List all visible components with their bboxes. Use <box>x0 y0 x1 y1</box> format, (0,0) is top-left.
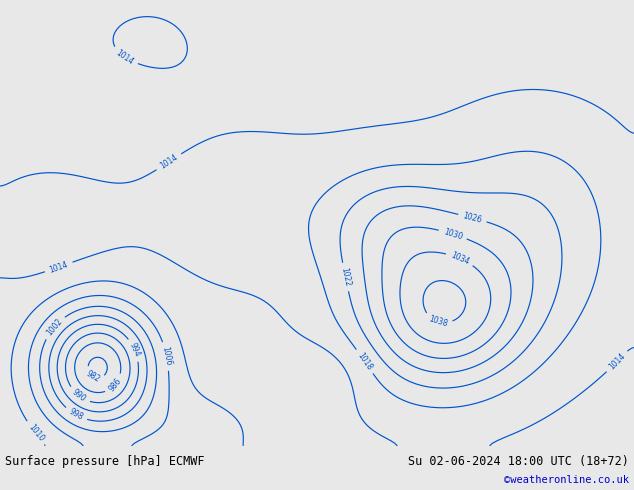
Text: 1034: 1034 <box>449 250 470 267</box>
Text: 1038: 1038 <box>428 315 449 329</box>
Text: 982: 982 <box>84 369 101 384</box>
Text: 994: 994 <box>127 342 141 359</box>
Text: 1006: 1006 <box>160 346 173 367</box>
Text: 990: 990 <box>70 388 87 404</box>
Text: 1002: 1002 <box>44 317 64 338</box>
Text: Su 02-06-2024 18:00 UTC (18+72): Su 02-06-2024 18:00 UTC (18+72) <box>408 455 629 468</box>
Text: 1018: 1018 <box>356 351 374 372</box>
Text: ©weatheronline.co.uk: ©weatheronline.co.uk <box>504 475 629 485</box>
Text: 1014: 1014 <box>158 153 179 171</box>
Text: 1030: 1030 <box>443 227 463 242</box>
Text: 1014: 1014 <box>607 351 627 371</box>
Text: 1010: 1010 <box>27 422 46 443</box>
Text: 1022: 1022 <box>339 267 352 287</box>
Text: Surface pressure [hPa] ECMWF: Surface pressure [hPa] ECMWF <box>5 455 205 468</box>
Text: 1014: 1014 <box>48 260 69 274</box>
Text: 998: 998 <box>67 407 84 422</box>
Text: 1014: 1014 <box>114 48 135 66</box>
Text: 1026: 1026 <box>462 211 483 225</box>
Text: 986: 986 <box>107 376 123 393</box>
